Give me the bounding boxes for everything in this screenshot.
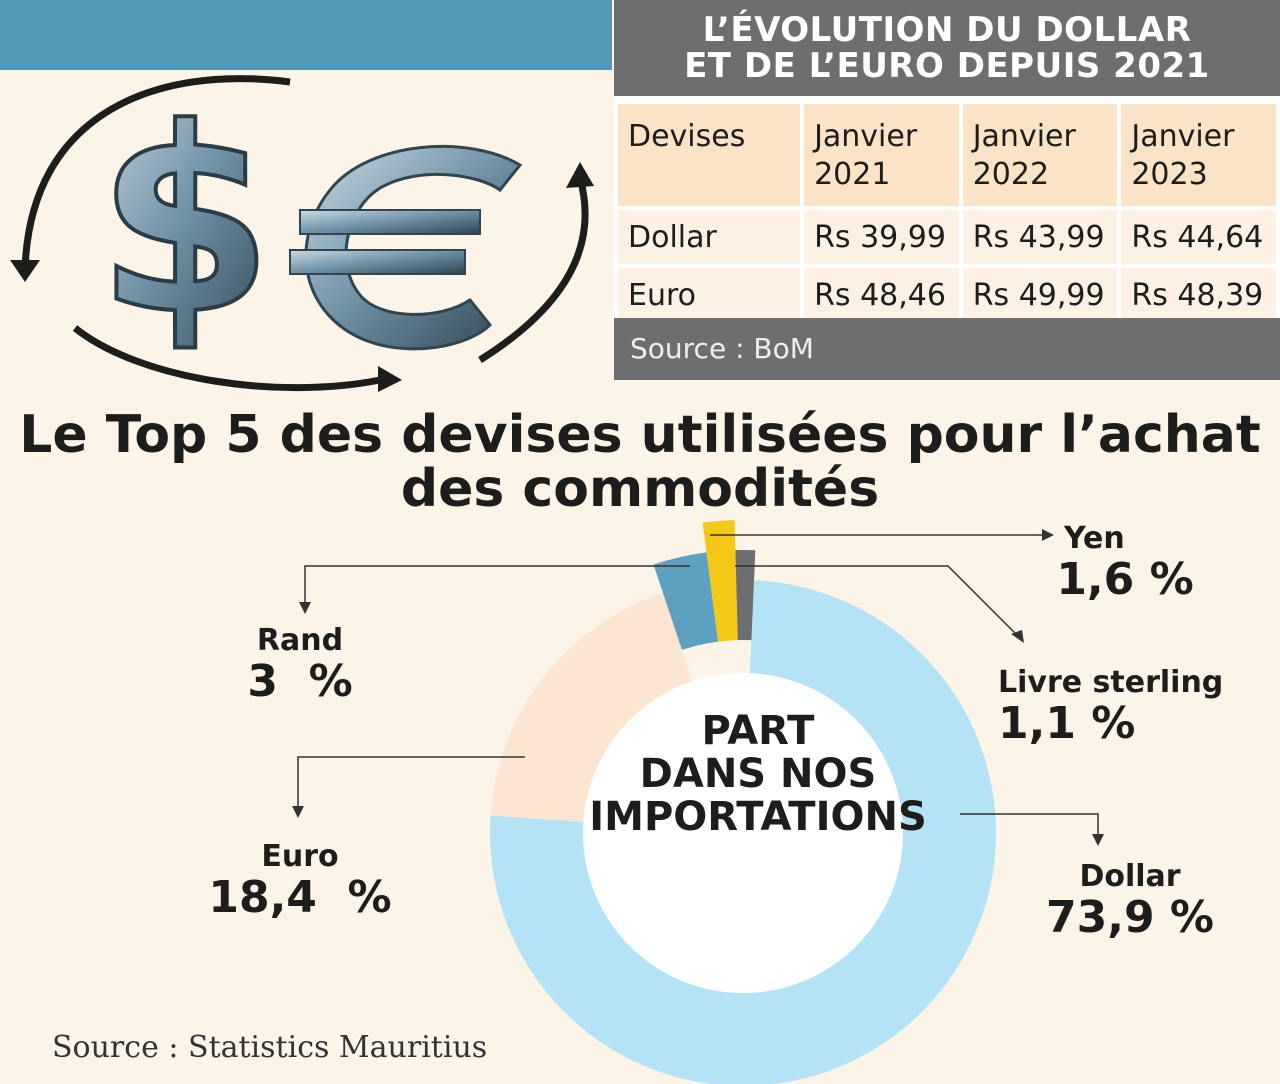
label-livre-sterling: Livre sterling 1,1 % xyxy=(998,666,1228,748)
table-source: Source : BoM xyxy=(614,318,1280,380)
leader-line-livre xyxy=(735,565,1019,637)
label-value: 1,6 % xyxy=(1056,554,1194,605)
table-title-line2: ET DE L’EURO DEPUIS 2021 xyxy=(684,46,1210,86)
table-title-line1: L’ÉVOLUTION DU DOLLAR xyxy=(702,10,1192,50)
label-value: 1,1 % xyxy=(998,698,1136,749)
table-cell: Rs 49,99 xyxy=(962,268,1118,322)
label-name: Euro xyxy=(261,839,339,874)
label-value: 18,4 % xyxy=(208,872,392,923)
donut-slice-dollar xyxy=(490,580,996,1084)
label-value: 73,9 % xyxy=(1046,892,1214,943)
leader-line-dollar xyxy=(960,813,1099,836)
leader-line-euro xyxy=(297,756,525,808)
table-row: Dollar Rs 39,99 Rs 43,99 Rs 44,64 xyxy=(618,210,1276,264)
center-line1: PART xyxy=(701,708,815,754)
donut-hole xyxy=(583,673,903,993)
label-euro: Euro 18,4 % xyxy=(200,840,400,922)
arrow-head xyxy=(292,806,304,818)
donut-slice-livre-sterling xyxy=(735,550,756,641)
center-line3: IMPORTATIONS xyxy=(589,794,927,840)
center-line2: DANS NOS xyxy=(639,751,877,797)
donut-slice-rand xyxy=(653,552,719,650)
row-label: Dollar xyxy=(618,210,801,264)
donut-center-label: PART DANS NOS IMPORTATIONS xyxy=(583,710,933,839)
header-cell: Janvier 2021 xyxy=(804,104,959,206)
table-cell: Rs 48,46 xyxy=(804,268,959,322)
label-value: 3 % xyxy=(247,656,353,707)
table-header-row: Devises Janvier 2021 Janvier 2022 Janvie… xyxy=(618,104,1276,206)
label-rand: Rand 3 % xyxy=(225,624,375,706)
table-cell: Rs 44,64 xyxy=(1121,210,1276,264)
currency-exchange-illustration: $ xyxy=(10,72,594,392)
header-cell: Janvier 2022 xyxy=(962,104,1118,206)
arrow-head xyxy=(299,602,311,614)
label-name: Yen xyxy=(1064,521,1125,556)
arrow-head xyxy=(1011,630,1024,643)
header-cell: Devises xyxy=(618,104,801,206)
label-name: Rand xyxy=(256,623,344,658)
label-yen: Yen 1,6 % xyxy=(1050,522,1200,604)
top-banner xyxy=(0,0,612,70)
headline-line1: Le Top 5 des devises utilisées pour l’ac… xyxy=(19,405,1261,465)
exchange-rate-table: Devises Janvier 2021 Janvier 2022 Janvie… xyxy=(614,100,1280,326)
arrow-head xyxy=(1042,529,1054,541)
label-name: Livre sterling xyxy=(998,665,1224,700)
table-cell: Rs 48,39 xyxy=(1121,268,1276,322)
table-title: L’ÉVOLUTION DU DOLLAR ET DE L’EURO DEPUI… xyxy=(614,0,1280,96)
table-row: Euro Rs 48,46 Rs 49,99 Rs 48,39 xyxy=(618,268,1276,322)
headline-line2: des commodités xyxy=(400,459,880,519)
rate-table-panel: L’ÉVOLUTION DU DOLLAR ET DE L’EURO DEPUI… xyxy=(614,0,1280,380)
svg-text:$: $ xyxy=(96,74,273,371)
donut-slice-yen xyxy=(702,520,738,642)
table-cell: Rs 43,99 xyxy=(962,210,1118,264)
row-label: Euro xyxy=(618,268,801,322)
label-dollar: Dollar 73,9 % xyxy=(1040,860,1220,942)
chart-headline: Le Top 5 des devises utilisées pour l’ac… xyxy=(0,408,1280,516)
arrow-head xyxy=(1092,834,1104,846)
header-cell: Janvier 2023 xyxy=(1121,104,1276,206)
donut-slice-euro xyxy=(490,592,693,822)
chart-source: Source : Statistics Mauritius xyxy=(52,1030,488,1065)
leader-line-rand xyxy=(304,565,690,604)
table-cell: Rs 39,99 xyxy=(804,210,959,264)
label-name: Dollar xyxy=(1079,859,1181,894)
